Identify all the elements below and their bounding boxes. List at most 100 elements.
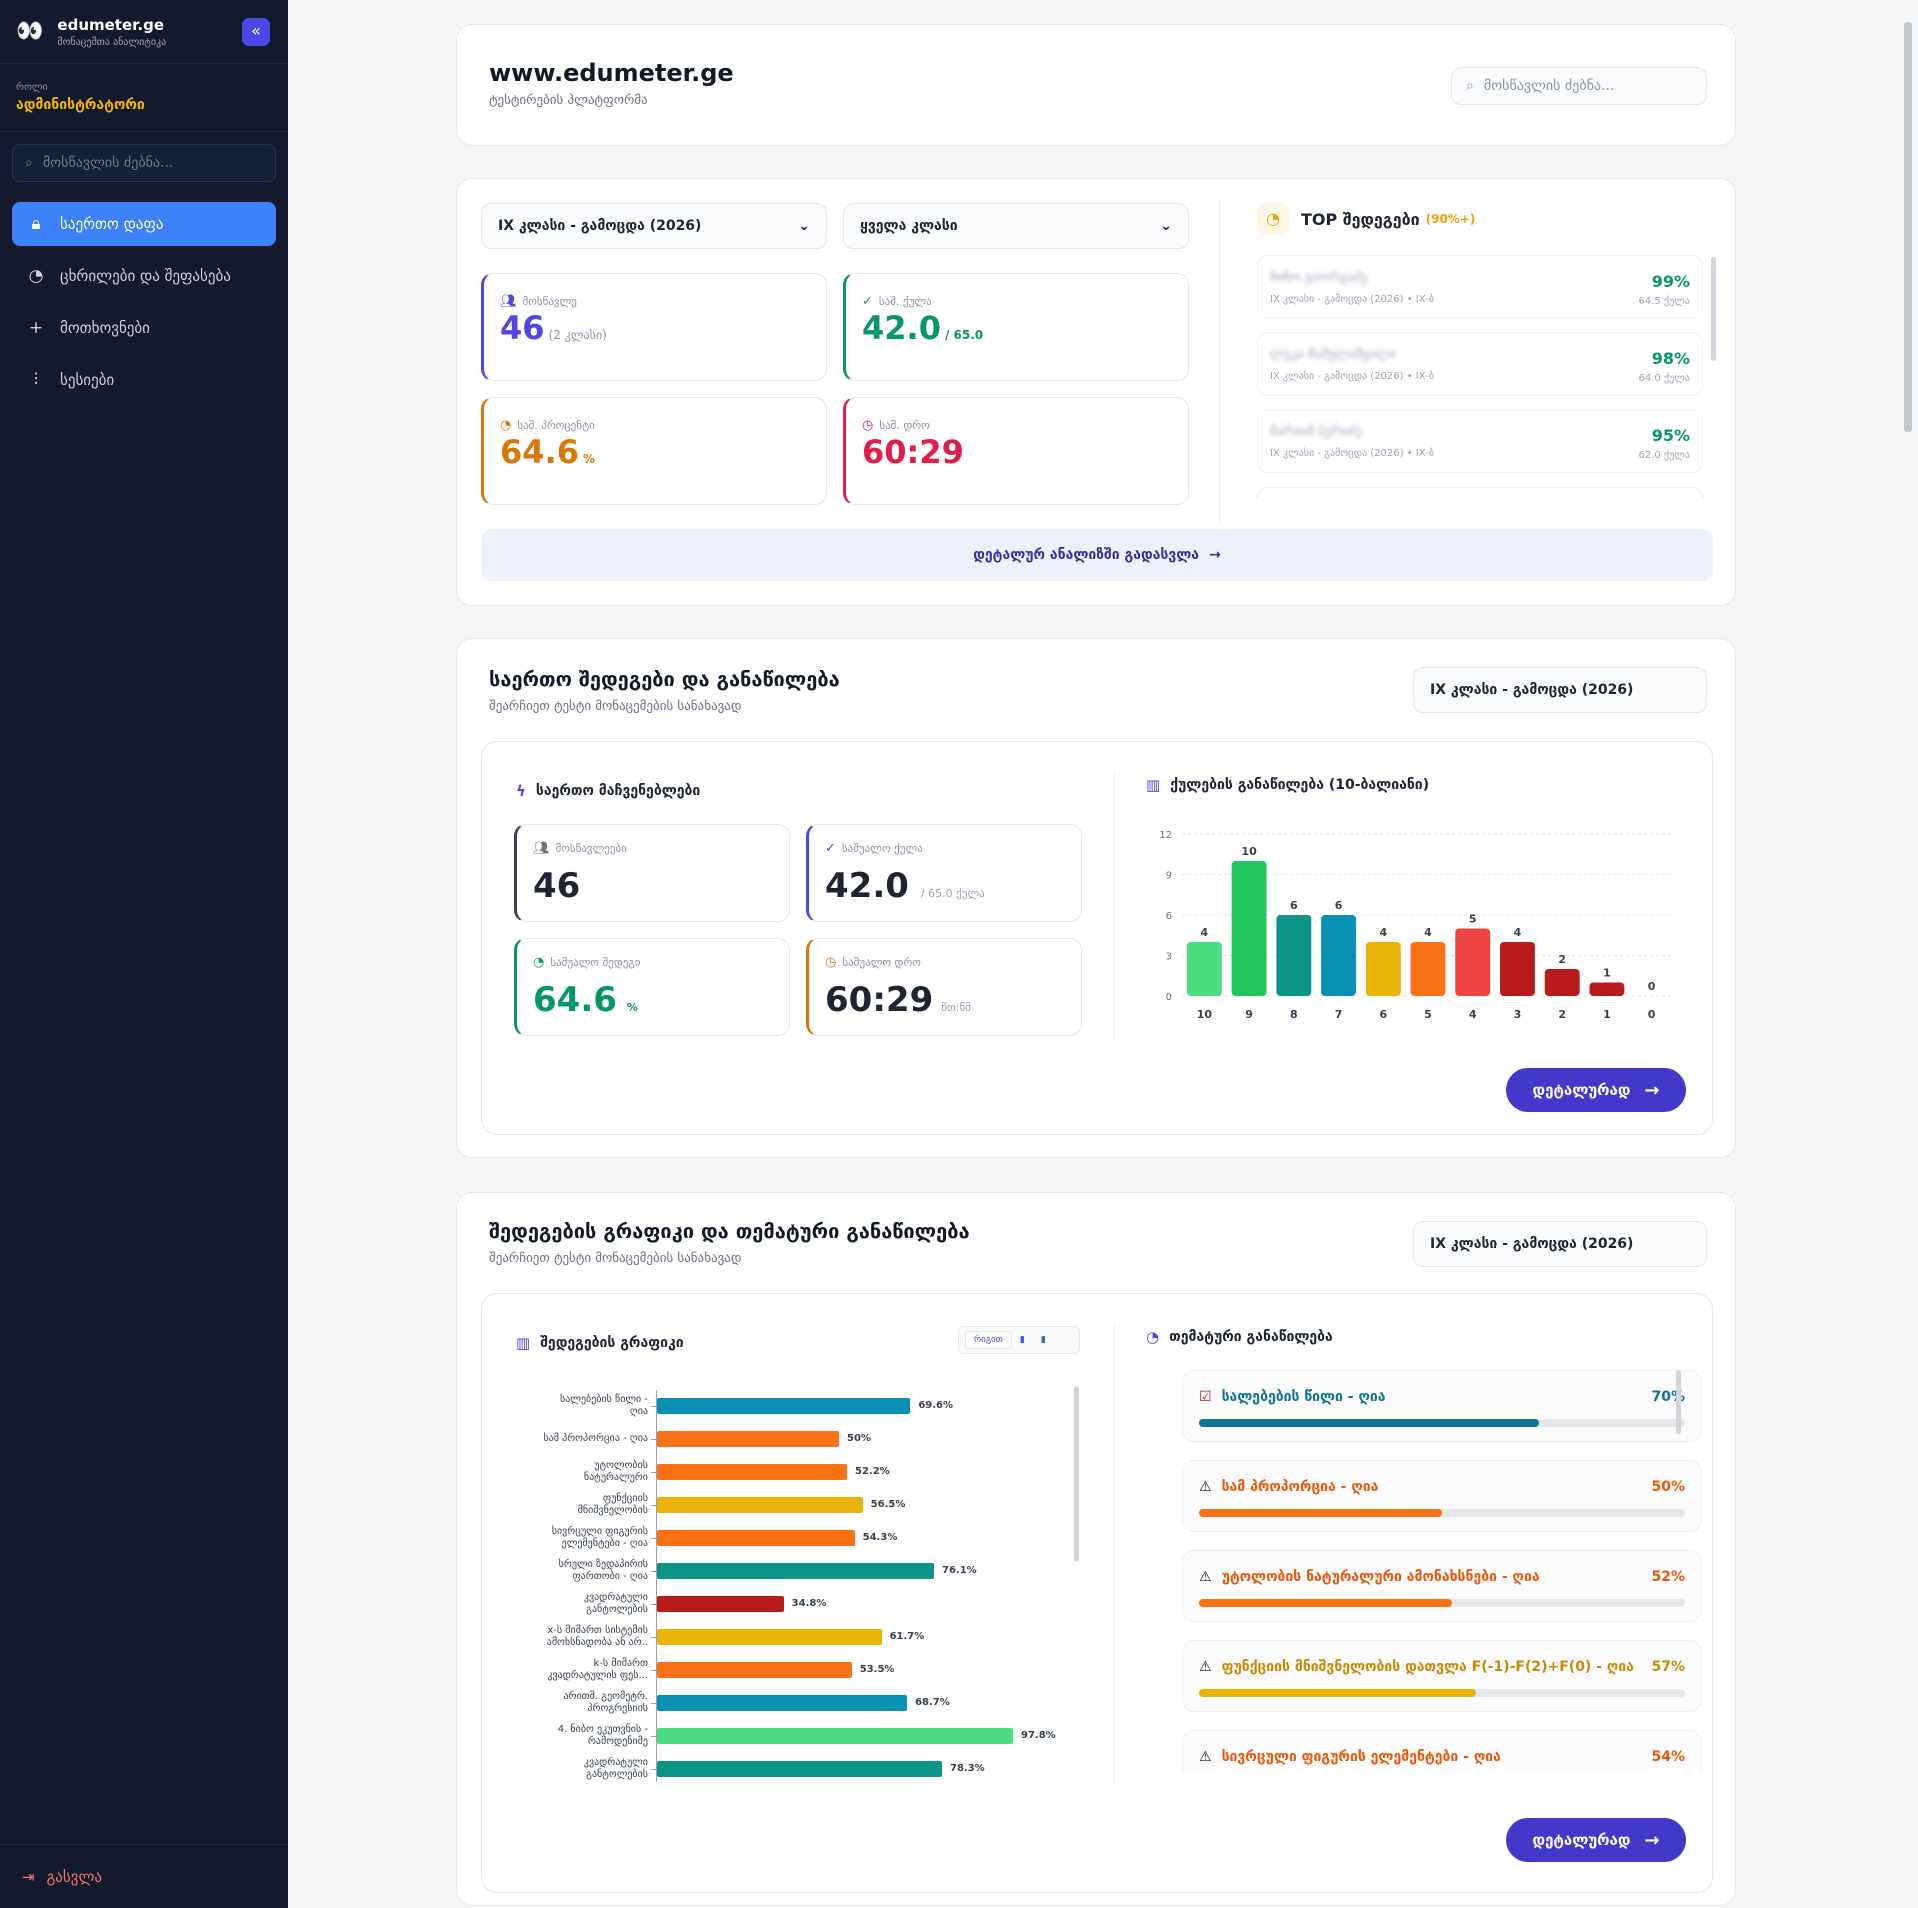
distribution-bar[interactable] [1276,915,1312,996]
stat-card-avg-score: ✓ საშ. ქულა 42.0/ 65.0 [843,273,1189,381]
top-result-item[interactable]: ნინო გიორგაძე IX კლასი - გამოცდა (2026) … [1257,255,1703,319]
distribution-bar[interactable] [1410,942,1446,996]
sidebar-item-sessions[interactable]: ⫶ სესიები [12,358,276,402]
page-scrollbar[interactable] [1904,22,1912,432]
result-bar[interactable] [657,1530,855,1546]
details-button[interactable]: დეტალურად → [1506,1818,1686,1862]
metrics-title: საერთო მაჩვენებლები [535,783,701,799]
details-button-label: დეტალურად [1532,1081,1631,1099]
result-bar[interactable] [657,1662,852,1678]
top-results-header: ◔ TOP შედეგები (90%+) [1257,203,1475,235]
arrow-right-icon: → [1644,1079,1660,1101]
exam-select[interactable]: IX კლასი - გამოცდა (2026) ⌄ [481,203,827,249]
section1-exam-select[interactable]: IX კლასი - გამოცდა (2026) [1413,667,1707,713]
sidebar-search-placeholder: მოსწავლის ძებნა... [42,155,174,171]
header-search-input[interactable]: ⌕ მოსწავლის ძებნა... [1451,67,1707,105]
student-meta: IX კლასი - გამოცდა (2026) • IX-ბ [1270,448,1434,459]
class-select[interactable]: ყველა კლასი ⌄ [843,203,1189,249]
x-tick-label: 6 [1379,1008,1387,1021]
distribution-title: ქულების განაწილება (10-ბალიანი) [1170,777,1430,793]
x-tick-label: 8 [1290,1008,1298,1021]
chevron-down-icon: ⌄ [798,218,810,234]
metric-card-avg-time: ◷ საშუალო დრო 60:29 წთ:წმ [806,938,1082,1036]
result-bar[interactable] [657,1695,908,1711]
result-bar[interactable] [657,1596,784,1612]
detail-analysis-link[interactable]: დეტალურ ანალიზში გადასვლა → [481,529,1713,581]
themes-scrollbar[interactable] [1676,1370,1681,1434]
distribution-bar[interactable] [1544,969,1580,996]
theme-item[interactable]: ⚠ სივრცული ფიგურის ელემენტები - ღია 54% [1182,1730,1702,1772]
top-result-item[interactable]: მარიამ ბერიძე IX კლასი - გამოცდა (2026) … [1257,409,1703,473]
distribution-bar[interactable] [1186,942,1222,996]
theme-label: სამ პროპორცია - ღია [1221,1479,1379,1495]
arrow-right-icon: → [1209,547,1221,563]
sort-by-order-option[interactable]: რიგით [965,1331,1012,1349]
distribution-bar[interactable] [1231,861,1267,996]
sidebar-item-dashboard[interactable]: 🔒︎ საერთო დაფა [12,202,276,246]
details-button[interactable]: დეტალურად → [1506,1068,1686,1112]
logout-button[interactable]: ⇥ გასვლა [0,1844,288,1908]
result-bar[interactable] [657,1761,942,1777]
theme-progress-track [1199,1689,1685,1697]
distribution-bar[interactable] [1455,928,1491,997]
eyes-logo-icon: 👀 [16,19,44,44]
y-tick-label: 9 [1166,871,1172,882]
overall-results-card: საერთო შედეგები და განაწილება შეარჩიეთ ტ… [456,638,1736,1158]
results-chart-scrollbar[interactable] [1074,1386,1079,1562]
check-circle-icon: ✓ [862,294,873,309]
top-results-scrollbar[interactable] [1711,257,1716,361]
distribution-bar[interactable] [1365,942,1401,996]
stat-value: 64.6 [500,433,579,471]
sort-desc-icon[interactable]: ▮ [1040,1335,1046,1345]
theme-item[interactable]: ⚠ უტოლობის ნატურალური ამონახსნები - ღია 52… [1182,1550,1702,1622]
result-bar[interactable] [657,1464,847,1480]
stat-unit: % [582,452,595,466]
result-bar[interactable] [657,1629,882,1645]
sort-toggle[interactable]: რიგით ▮ ▮ [958,1326,1080,1354]
theme-progress-track [1199,1599,1685,1607]
x-tick-label: 10 [1197,1008,1213,1021]
overall-results-inner: ϟ საერთო მაჩვენებლები 👥︎ მოსწავლეები 46 ✓… [481,741,1713,1135]
metric-value: 64.6 [533,980,617,1020]
theme-label: უტოლობის ნატურალური ამონახსნები - ღია [1221,1569,1540,1585]
theme-item[interactable]: ⚠ ფუნქციის მნიშვნელობის დათვლა F(-1)-F(2)… [1182,1640,1702,1712]
sidebar-item-requests[interactable]: + მოთხოვნები [12,306,276,350]
top-result-item[interactable]: ლუკა მამულაშვილი IX კლასი - გამოცდა (202… [1257,332,1703,396]
category-label: სამ პროპორცია - ღია [524,1433,648,1445]
result-bar[interactable] [657,1431,839,1447]
bar-value-label: 78.3% [950,1763,985,1774]
distribution-bar[interactable] [1500,942,1535,996]
section-title: შედეგების გრაფიკი და თემატური განაწილება [489,1219,970,1243]
stat-value: 60:29 [862,433,964,471]
student-name: ლუკა მამულაშვილი [1270,347,1397,362]
result-bar[interactable] [657,1398,911,1414]
category-label-line: x-ს მიმართ სისტემის [547,1625,648,1636]
result-bar[interactable] [657,1728,1013,1744]
category-label-line: კვადრატული [583,1757,648,1768]
theme-item[interactable]: ⚠ სამ პროპორცია - ღია 50% [1182,1460,1702,1532]
theme-label-row: ⚠ სამ პროპორცია - ღია [1199,1479,1378,1495]
theme-item[interactable]: ☑ სალებების წილი - ღია 70% [1182,1370,1702,1442]
bar-chart-icon: ▥ [516,1334,531,1352]
bolt-icon: ϟ [516,782,526,800]
result-bar[interactable] [657,1497,863,1513]
category-label-line: სამ პროპორცია - ღია [543,1433,648,1444]
x-tick-label: 2 [1558,1008,1566,1021]
result-bar[interactable] [657,1563,934,1579]
sort-asc-icon[interactable]: ▮ [1019,1335,1025,1345]
distribution-bar[interactable] [1589,982,1625,997]
category-label-line: კვადრატული [583,1592,648,1603]
stat-value: 46 [500,309,545,347]
lock-icon: 🔒︎ [31,214,41,234]
section2-exam-select[interactable]: IX კლასი - გამოცდა (2026) [1413,1221,1707,1267]
clock-icon: ◷ [862,418,874,433]
stat-label: საშ. ქულა [878,295,932,308]
distribution-bar[interactable] [1321,915,1356,996]
stat-card-avg-time: ◷ საშ. დრო 60:29 [843,397,1189,505]
sidebar-item-tables[interactable]: ◔ ცხრილები და შეფასება [12,254,276,298]
theme-progress-fill [1199,1599,1452,1607]
bar-value-label: 6 [1335,899,1343,912]
collapse-sidebar-button[interactable]: « [242,18,270,46]
theme-percent: 54% [1651,1749,1685,1765]
sidebar-search-input[interactable]: ⌕ მოსწავლის ძებნა... [12,144,276,182]
